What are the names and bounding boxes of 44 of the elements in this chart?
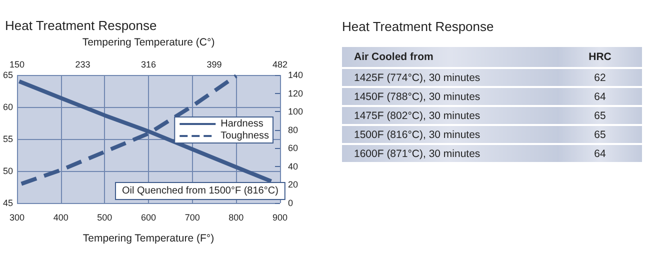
x2-tick-label: 399	[206, 60, 222, 70]
y2-tick-label: 20	[288, 180, 298, 190]
x2-tick-label: 482	[272, 60, 288, 70]
legend-label: Hardness	[220, 118, 264, 130]
x-axis-title: Tempering Temperature (F°)	[82, 232, 214, 244]
y-tick-label: 50	[2, 166, 14, 176]
data-label: 62	[558, 69, 642, 86]
y2-tick-label: 40	[288, 161, 298, 172]
y2-tick-label: 120	[288, 88, 304, 98]
text: Air Cooled from	[342, 47, 558, 67]
x-tick-label: 600	[140, 212, 156, 222]
x-tick-label: 400	[53, 212, 68, 222]
category-label: 1500F (816°C), 30 minutes	[342, 126, 558, 143]
y-tick-label: 45	[2, 198, 14, 208]
x-tick-label: 700	[184, 212, 200, 222]
chart-title: Heat Treatment Response	[5, 18, 157, 33]
text: HRC	[558, 47, 642, 67]
data-label: 64	[558, 145, 642, 162]
y2-tick-label: 100	[288, 106, 304, 117]
legend-label: Toughness	[220, 130, 270, 142]
category-label: 1425F (774°C), 30 minutes	[342, 69, 558, 86]
x2-tick-label: 233	[75, 60, 90, 70]
y2-tick-label: 0	[288, 198, 294, 208]
x2-tick-label: 150	[9, 60, 25, 70]
x2-tick-label: 316	[140, 60, 156, 70]
x-tick-label: 500	[97, 212, 112, 222]
y2-tick-label: 80	[288, 124, 298, 135]
y2-tick-label: 140	[288, 70, 304, 80]
category-label: 1450F (788°C), 30 minutes	[342, 88, 558, 105]
y-tick-label: 65	[2, 70, 14, 80]
y-tick-label: 55	[2, 134, 14, 144]
category-label: 1475F (802°C), 30 minutes	[342, 107, 558, 124]
y-tick-label: 60	[2, 102, 14, 112]
data-label: 64	[558, 88, 642, 105]
category-label: 1600F (871°C), 30 minutes	[342, 145, 558, 162]
annotation: Oil Quenched from 1500°F (816°C)	[122, 186, 278, 196]
x-tick-label: 800	[228, 212, 244, 222]
text: Heat Treatment Response	[342, 19, 494, 34]
data-label: 65	[558, 126, 642, 143]
x-tick-label: 900	[272, 212, 288, 222]
x-tick-label: 300	[9, 212, 25, 222]
y2-tick-label: 60	[288, 143, 298, 154]
data-label: 65	[558, 107, 642, 124]
x2-axis-title: Tempering Temperature (C°)	[82, 36, 215, 48]
